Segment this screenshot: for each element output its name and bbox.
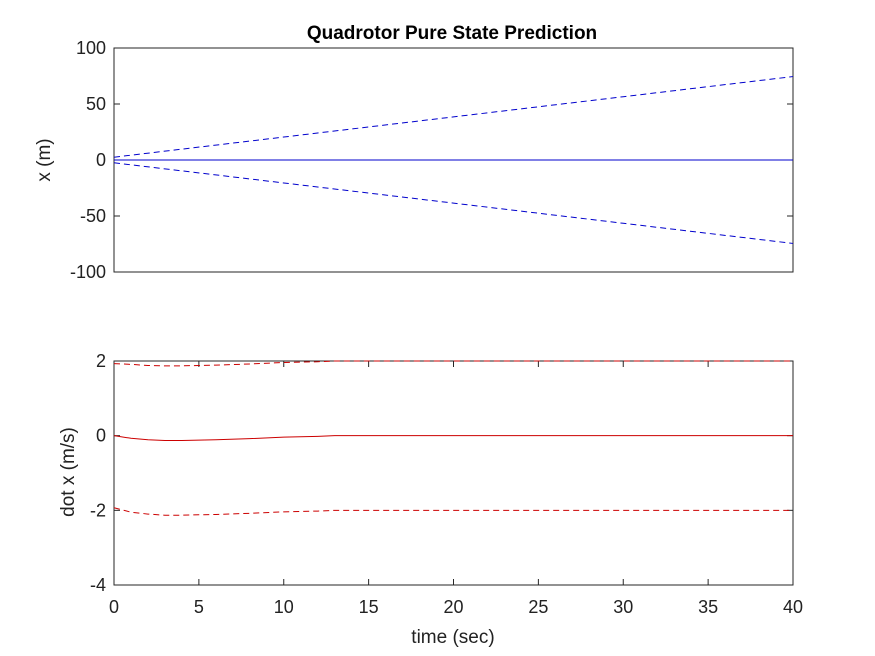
x-axis-label: time (sec) [411,627,494,648]
x-tick-label: 35 [698,597,718,617]
bound-series-line [113,360,793,367]
bound-series-line [113,76,794,158]
bottom-y-axis-label: dot x (m/s) [58,427,79,517]
y-tick-label: -50 [80,206,106,226]
x-tick-label: 0 [109,597,119,617]
y-tick-label: 50 [86,94,106,114]
x-tick-label: 20 [443,597,463,617]
y-tick-label: 0 [96,150,106,170]
x-tick-label: 40 [783,597,803,617]
y-tick-label: 100 [76,38,106,58]
x-tick-label: 10 [274,597,294,617]
y-tick-label: -2 [90,500,106,520]
y-tick-label: 0 [96,426,106,446]
y-tick-label: -4 [90,575,106,595]
y-tick-label: 2 [96,351,106,371]
y-tick-label: -100 [70,262,106,282]
top-y-axis-label: x (m) [34,138,55,181]
x-tick-label: 15 [359,597,379,617]
x-tick-label: 25 [528,597,548,617]
x-tick-label: 30 [613,597,633,617]
bound-series-line [113,162,794,244]
top-subplot: -100 -50 0 50 100 [70,38,794,282]
chart-title: Quadrotor Pure State Prediction [307,23,597,44]
x-tick-label: 5 [194,597,204,617]
mean-series-line [113,435,793,442]
plot-frame [113,360,794,586]
bound-series-line [113,507,793,516]
